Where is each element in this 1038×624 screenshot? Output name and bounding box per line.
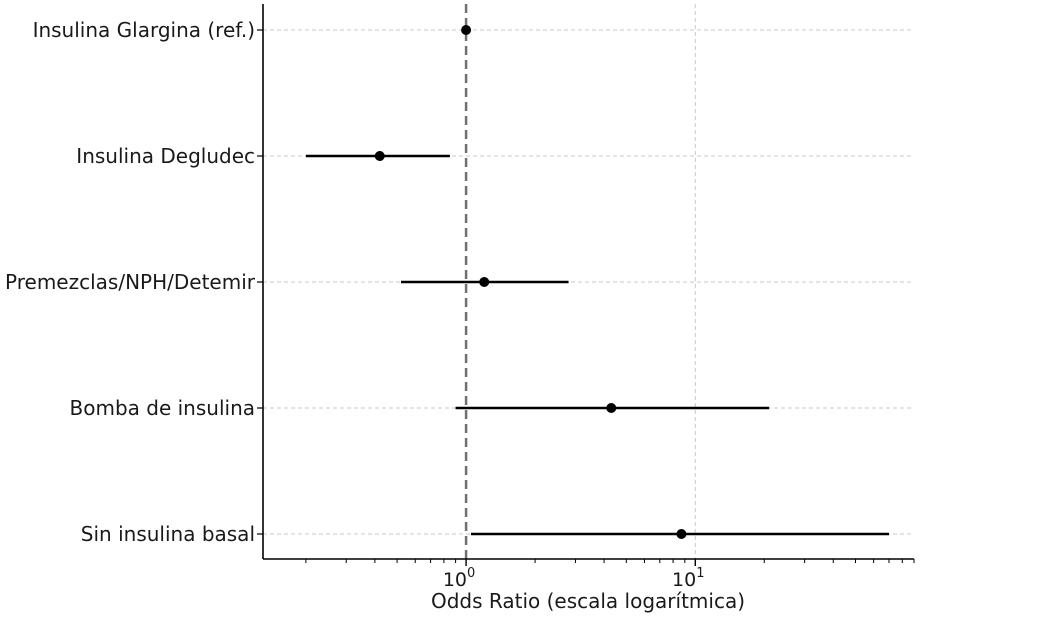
x-tick-base: 10 — [672, 569, 696, 591]
category-label: Bomba de insulina — [70, 396, 255, 420]
x-axis-title: Odds Ratio (escala logarítmica) — [431, 589, 745, 613]
axes — [257, 4, 914, 566]
category-label: Insulina Degludec — [76, 144, 255, 168]
x-tick-exponent: 0 — [467, 566, 475, 581]
grid — [263, 4, 914, 559]
x-tick-exponent: 1 — [696, 566, 704, 581]
category-label: Premezclas/NPH/Detemir — [5, 270, 256, 294]
point-estimate — [479, 277, 489, 287]
point-estimate — [375, 151, 385, 161]
x-tick-label: 101 — [672, 566, 704, 591]
data-marks — [306, 25, 889, 539]
point-estimate — [676, 529, 686, 539]
point-estimate — [461, 25, 471, 35]
x-tick-label: 100 — [443, 566, 475, 591]
category-label: Sin insulina basal — [81, 522, 255, 546]
category-label: Insulina Glargina (ref.) — [33, 18, 255, 42]
x-tick-base: 10 — [443, 569, 467, 591]
labels: Insulina Glargina (ref.) Insulina Deglude… — [5, 18, 704, 591]
point-estimate — [606, 403, 616, 413]
